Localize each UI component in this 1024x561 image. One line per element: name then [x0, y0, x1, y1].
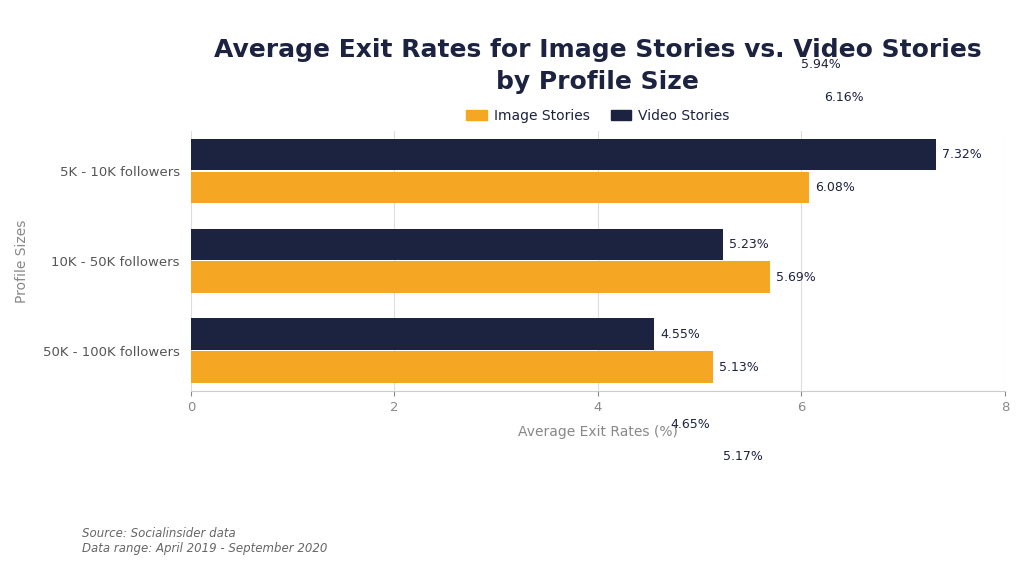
Bar	[190, 408, 664, 440]
Text: 6.16%: 6.16%	[823, 91, 863, 104]
Text: 5.94%: 5.94%	[802, 58, 841, 71]
Bar	[190, 139, 936, 171]
Legend: Image Stories, Video Stories: Image Stories, Video Stories	[461, 104, 735, 129]
Text: 7.32%: 7.32%	[942, 148, 981, 161]
Text: 5.17%: 5.17%	[723, 450, 763, 463]
Bar	[190, 172, 809, 203]
Text: Source: Socialinsider data
Data range: April 2019 - September 2020: Source: Socialinsider data Data range: A…	[82, 527, 328, 555]
Bar	[190, 229, 723, 260]
Text: 4.65%: 4.65%	[670, 418, 710, 431]
Text: 5.23%: 5.23%	[729, 238, 769, 251]
Bar	[190, 261, 770, 293]
Bar	[190, 441, 717, 473]
X-axis label: Average Exit Rates (%): Average Exit Rates (%)	[518, 425, 678, 439]
Bar	[190, 49, 796, 81]
Bar	[190, 82, 817, 113]
Title: Average Exit Rates for Image Stories vs. Video Stories
by Profile Size: Average Exit Rates for Image Stories vs.…	[214, 38, 982, 94]
Text: 5.13%: 5.13%	[719, 361, 759, 374]
Text: 5.69%: 5.69%	[776, 271, 816, 284]
Text: 4.55%: 4.55%	[659, 328, 699, 341]
Text: 6.08%: 6.08%	[815, 181, 855, 194]
Bar	[190, 319, 653, 350]
Bar	[190, 351, 713, 383]
Y-axis label: Profile Sizes: Profile Sizes	[15, 219, 29, 302]
